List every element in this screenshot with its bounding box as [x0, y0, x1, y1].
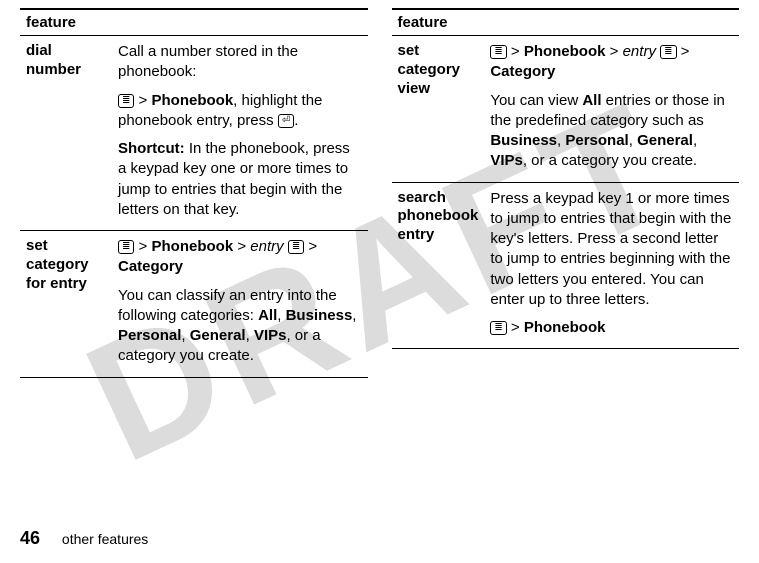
menu-icon: ≣: [490, 321, 506, 335]
menu-icon: ≣: [660, 45, 676, 59]
shortcut-label: Shortcut:: [118, 140, 185, 157]
t: ,: [246, 327, 254, 344]
t: .: [294, 112, 298, 129]
table-row: dial number Call a number stored in the …: [20, 36, 368, 231]
ui-term: General: [190, 327, 246, 344]
desc-text: Call a number stored in the phonebook:: [118, 42, 362, 83]
t: , or a category you create.: [523, 152, 697, 169]
table-row: set category for entry ≣ > Phonebook > e…: [20, 231, 368, 378]
ui-term: Phonebook: [524, 319, 606, 336]
page-content: feature dial number Call a number stored…: [0, 0, 759, 378]
t: >: [134, 238, 151, 255]
ui-term: Phonebook: [152, 238, 234, 255]
page-footer: 46 other features: [20, 528, 148, 549]
menu-icon: ≣: [288, 240, 304, 254]
t: ,: [181, 327, 189, 344]
feature-desc: Press a keypad key 1 or more times to ju…: [484, 182, 739, 349]
desc-text: Press a keypad key 1 or more times to ju…: [490, 189, 733, 311]
t: >: [677, 43, 690, 60]
feature-table-left: feature dial number Call a number stored…: [20, 8, 368, 378]
table-header-row: feature: [20, 9, 368, 36]
table-header: feature: [392, 9, 740, 36]
desc-text: ≣ > Phonebook, highlight the phonebook e…: [118, 91, 362, 132]
ui-term: Phonebook: [152, 92, 234, 109]
menu-icon: ≣: [118, 94, 134, 108]
ui-term: Category: [490, 63, 555, 80]
desc-text: You can view All entries or those in the…: [490, 91, 733, 172]
section-title: other features: [62, 531, 148, 547]
t: You can view: [490, 92, 582, 109]
t: >: [507, 43, 524, 60]
right-column: feature set category view ≣ > Phonebook …: [392, 8, 740, 378]
feature-desc: ≣ > Phonebook > entry ≣ > Category You c…: [484, 36, 739, 183]
feature-label: dial number: [20, 36, 112, 231]
feature-table-right: feature set category view ≣ > Phonebook …: [392, 8, 740, 349]
table-header: feature: [20, 9, 368, 36]
t: >: [304, 238, 317, 255]
ui-term: VIPs: [254, 327, 287, 344]
t: ,: [693, 132, 697, 149]
feature-desc: ≣ > Phonebook > entry ≣ > Category You c…: [112, 231, 368, 378]
menu-icon: ≣: [118, 240, 134, 254]
ui-term: Phonebook: [524, 43, 606, 60]
ui-term: Category: [118, 258, 183, 275]
desc-text: You can classify an entry into the follo…: [118, 286, 362, 367]
left-column: feature dial number Call a number stored…: [20, 8, 368, 378]
menu-icon: ≣: [490, 45, 506, 59]
ui-term: General: [637, 132, 693, 149]
t: ,: [629, 132, 637, 149]
t: >: [507, 319, 524, 336]
desc-text: ≣ > Phonebook: [490, 318, 733, 338]
ui-term: All: [258, 307, 277, 324]
desc-text: ≣ > Phonebook > entry ≣ > Category: [490, 42, 733, 83]
ui-term: Personal: [565, 132, 628, 149]
feature-label: set category for entry: [20, 231, 112, 378]
table-row: search phonebook entry Press a keypad ke…: [392, 182, 740, 349]
table-row: set category view ≣ > Phonebook > entry …: [392, 36, 740, 183]
desc-text: ≣ > Phonebook > entry ≣ > Category: [118, 237, 362, 278]
t: >: [605, 43, 622, 60]
t: >: [233, 238, 250, 255]
feature-label: search phonebook entry: [392, 182, 485, 349]
var: entry: [623, 43, 656, 60]
ui-term: Personal: [118, 327, 181, 344]
ui-term: All: [582, 92, 601, 109]
ui-term: VIPs: [490, 152, 523, 169]
feature-label: set category view: [392, 36, 485, 183]
var: entry: [250, 238, 283, 255]
send-icon: ⏎: [278, 114, 294, 128]
ui-term: Business: [490, 132, 557, 149]
page-number: 46: [20, 528, 40, 548]
ui-term: Business: [286, 307, 353, 324]
t: >: [134, 92, 151, 109]
table-header-row: feature: [392, 9, 740, 36]
t: ,: [352, 307, 356, 324]
feature-desc: Call a number stored in the phonebook: ≣…: [112, 36, 368, 231]
t: ,: [277, 307, 285, 324]
desc-text: Shortcut: In the phonebook, press a keyp…: [118, 139, 362, 220]
